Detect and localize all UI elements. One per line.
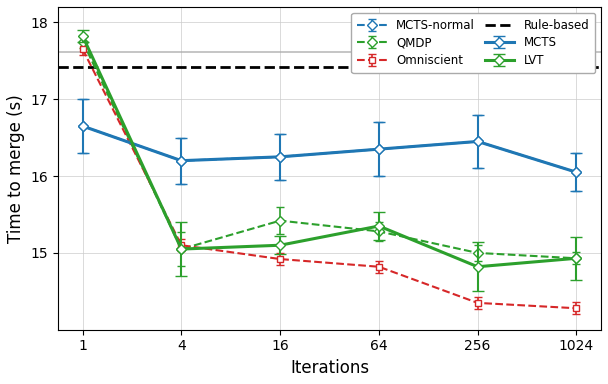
Legend: MCTS-normal, QMDP, Omniscient, Rule-based, MCTS, LVT: MCTS-normal, QMDP, Omniscient, Rule-base… [351,13,595,73]
Rule-based [128,65,136,69]
Rule-based [79,65,86,69]
Y-axis label: Time to merge (s): Time to merge (s) [7,94,25,243]
X-axis label: Iterations: Iterations [290,359,369,377]
